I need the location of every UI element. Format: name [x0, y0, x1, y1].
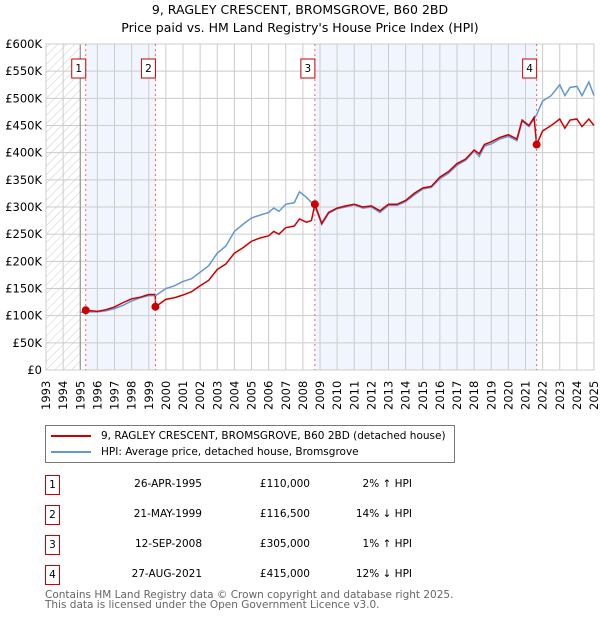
x-tick-label: 2025 [587, 381, 600, 410]
transaction-hpi-diff: 14% ↓ HPI [355, 508, 412, 520]
chart-title: 9, RAGLEY CRESCENT, BROMSGROVE, B60 2BD [151, 2, 449, 17]
plot-border [45, 43, 595, 371]
x-tick-label: 2016 [433, 381, 447, 410]
legend-label: 9, RAGLEY CRESCENT, BROMSGROVE, B60 2BD … [101, 430, 446, 442]
y-tick-label: £150K [5, 282, 42, 296]
transaction-date: 21-MAY-1999 [133, 508, 202, 520]
y-tick-label: £400K [5, 146, 42, 160]
x-tick-label: 2013 [382, 381, 396, 410]
sale-label: 2 [145, 63, 152, 75]
y-tick-label: £550K [5, 64, 42, 78]
x-tick-label: 1997 [108, 381, 122, 410]
y-tick-label: £350K [5, 173, 42, 187]
transaction-number-badge: 4 [45, 565, 60, 585]
y-tick-label: £100K [5, 309, 42, 323]
footer-line-1: Contains HM Land Registry data © Crown c… [45, 589, 454, 601]
x-tick-label: 2011 [347, 381, 361, 410]
sale-label-box [522, 58, 538, 79]
x-tick-label: 2015 [416, 381, 430, 410]
y-tick-label: £0 [27, 363, 42, 377]
legend: 9, RAGLEY CRESCENT, BROMSGROVE, B60 2BD … [45, 425, 455, 463]
x-tick-label: 2002 [193, 381, 207, 410]
transaction-number-badge: 3 [45, 535, 60, 555]
legend-label: HPI: Average price, detached house, Brom… [101, 446, 359, 458]
chart-subtitle: Price paid vs. HM Land Registry's House … [121, 20, 479, 35]
y-tick-label: £200K [5, 254, 42, 268]
x-tick-label: 1999 [142, 381, 156, 410]
x-tick-label: 2020 [501, 381, 515, 410]
x-tick-label: 2000 [159, 381, 173, 410]
price-chart: £0 £50K £100K £150K £200K £250K £300K £350K £400… [5, 37, 600, 410]
sale-label: 3 [305, 63, 312, 75]
x-tick-label: 2004 [227, 381, 241, 410]
x-tick-label: 2006 [262, 381, 276, 410]
sale-label-box [300, 58, 316, 79]
sale-label-box [140, 58, 156, 79]
transaction-date: 27-AUG-2021 [131, 568, 202, 580]
y-tick-label: £50K [13, 336, 43, 350]
x-tick-label: 2009 [313, 381, 327, 410]
x-tick-label: 1995 [73, 381, 87, 410]
x-tick-label: 2010 [330, 381, 344, 410]
sale-point [310, 200, 319, 209]
x-tick-label: 2008 [296, 381, 310, 410]
transaction-price: £415,000 [259, 568, 310, 580]
footer-line-2: This data is licensed under the Open Gov… [45, 599, 380, 611]
transaction-date: 26-APR-1995 [134, 478, 202, 490]
legend-item-hpi: HPI: Average price, detached house, Brom… [51, 444, 359, 460]
x-tick-label: 2022 [536, 381, 550, 410]
y-tick-label: £250K [5, 227, 42, 241]
sale-label: 4 [526, 63, 533, 75]
y-tick-label: £600K [5, 37, 42, 51]
x-tick-label: 1994 [56, 381, 70, 410]
x-tick-label: 2001 [176, 381, 190, 410]
sale-point [81, 306, 90, 315]
transaction-row: 2 21-MAY-1999 £116,500 14% ↓ HPI [45, 505, 445, 525]
transaction-number-badge: 2 [45, 505, 60, 525]
transaction-price: £116,500 [259, 508, 310, 520]
transaction-price: £110,000 [259, 478, 310, 490]
transaction-row: 3 12-SEP-2008 £305,000 1% ↑ HPI [45, 535, 445, 555]
x-tick-label: 2024 [570, 381, 584, 410]
hpi-line [80, 80, 595, 314]
x-tick-label: 2023 [553, 381, 567, 410]
x-tick-label: 2005 [245, 381, 259, 410]
x-tick-label: 2021 [519, 381, 533, 410]
x-tick-label: 2014 [399, 381, 413, 410]
y-tick-label: £450K [5, 119, 42, 133]
sale-label-box [71, 58, 87, 79]
price-paid-line [85, 115, 595, 313]
legend-swatch-red [51, 435, 91, 437]
sale-label: 1 [75, 63, 82, 75]
y-tick-label: £300K [5, 200, 42, 214]
footer: Contains HM Land Registry data © Crown c… [45, 589, 454, 611]
y-tick-label: £500K [5, 91, 42, 105]
transaction-hpi-diff: 12% ↓ HPI [355, 568, 412, 580]
transaction-hpi-diff: 1% ↑ HPI [362, 538, 412, 550]
x-tick-label: 1998 [125, 381, 139, 410]
transaction-hpi-diff: 2% ↑ HPI [362, 478, 412, 490]
transaction-price: £305,000 [259, 538, 310, 550]
x-tick-label: 1993 [39, 381, 53, 410]
transaction-number-badge: 1 [45, 475, 60, 495]
transaction-row: 1 26-APR-1995 £110,000 2% ↑ HPI [45, 475, 445, 495]
x-tick-label: 1996 [90, 381, 104, 410]
legend-item-property: 9, RAGLEY CRESCENT, BROMSGROVE, B60 2BD … [51, 428, 446, 444]
x-tick-label: 2003 [210, 381, 224, 410]
x-tick-label: 2018 [467, 381, 481, 410]
x-tick-label: 2019 [484, 381, 498, 410]
sale-point [151, 302, 160, 311]
legend-swatch-blue [51, 451, 91, 453]
transaction-row: 4 27-AUG-2021 £415,000 12% ↓ HPI [45, 565, 445, 585]
x-tick-label: 2017 [450, 381, 464, 410]
x-tick-label: 2012 [364, 381, 378, 410]
transaction-date: 12-SEP-2008 [134, 538, 202, 550]
sale-point [532, 140, 541, 149]
x-tick-label: 2007 [279, 381, 293, 410]
